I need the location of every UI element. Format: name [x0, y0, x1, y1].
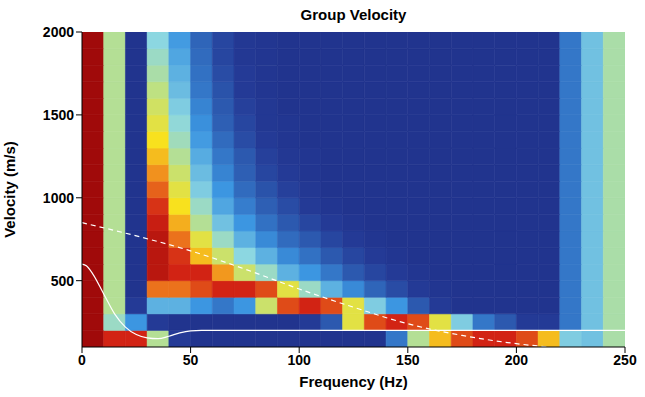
svg-text:1500: 1500: [43, 107, 74, 123]
html-text:Group Velocity: Group Velocity: [300, 6, 407, 23]
svg-text:1000: 1000: [43, 190, 74, 206]
svg-text:Frequency (Hz): Frequency (Hz): [299, 373, 407, 390]
svg-text:0: 0: [78, 352, 86, 368]
svg-text:100: 100: [288, 352, 312, 368]
svg-text:250: 250: [613, 352, 637, 368]
svg-text:Velocity (m/s): Velocity (m/s): [1, 141, 18, 238]
svg-text:50: 50: [183, 352, 199, 368]
svg-text:200: 200: [505, 352, 529, 368]
svg-text:2000: 2000: [43, 24, 74, 40]
svg-text:500: 500: [51, 273, 75, 289]
svg-text:150: 150: [396, 352, 420, 368]
